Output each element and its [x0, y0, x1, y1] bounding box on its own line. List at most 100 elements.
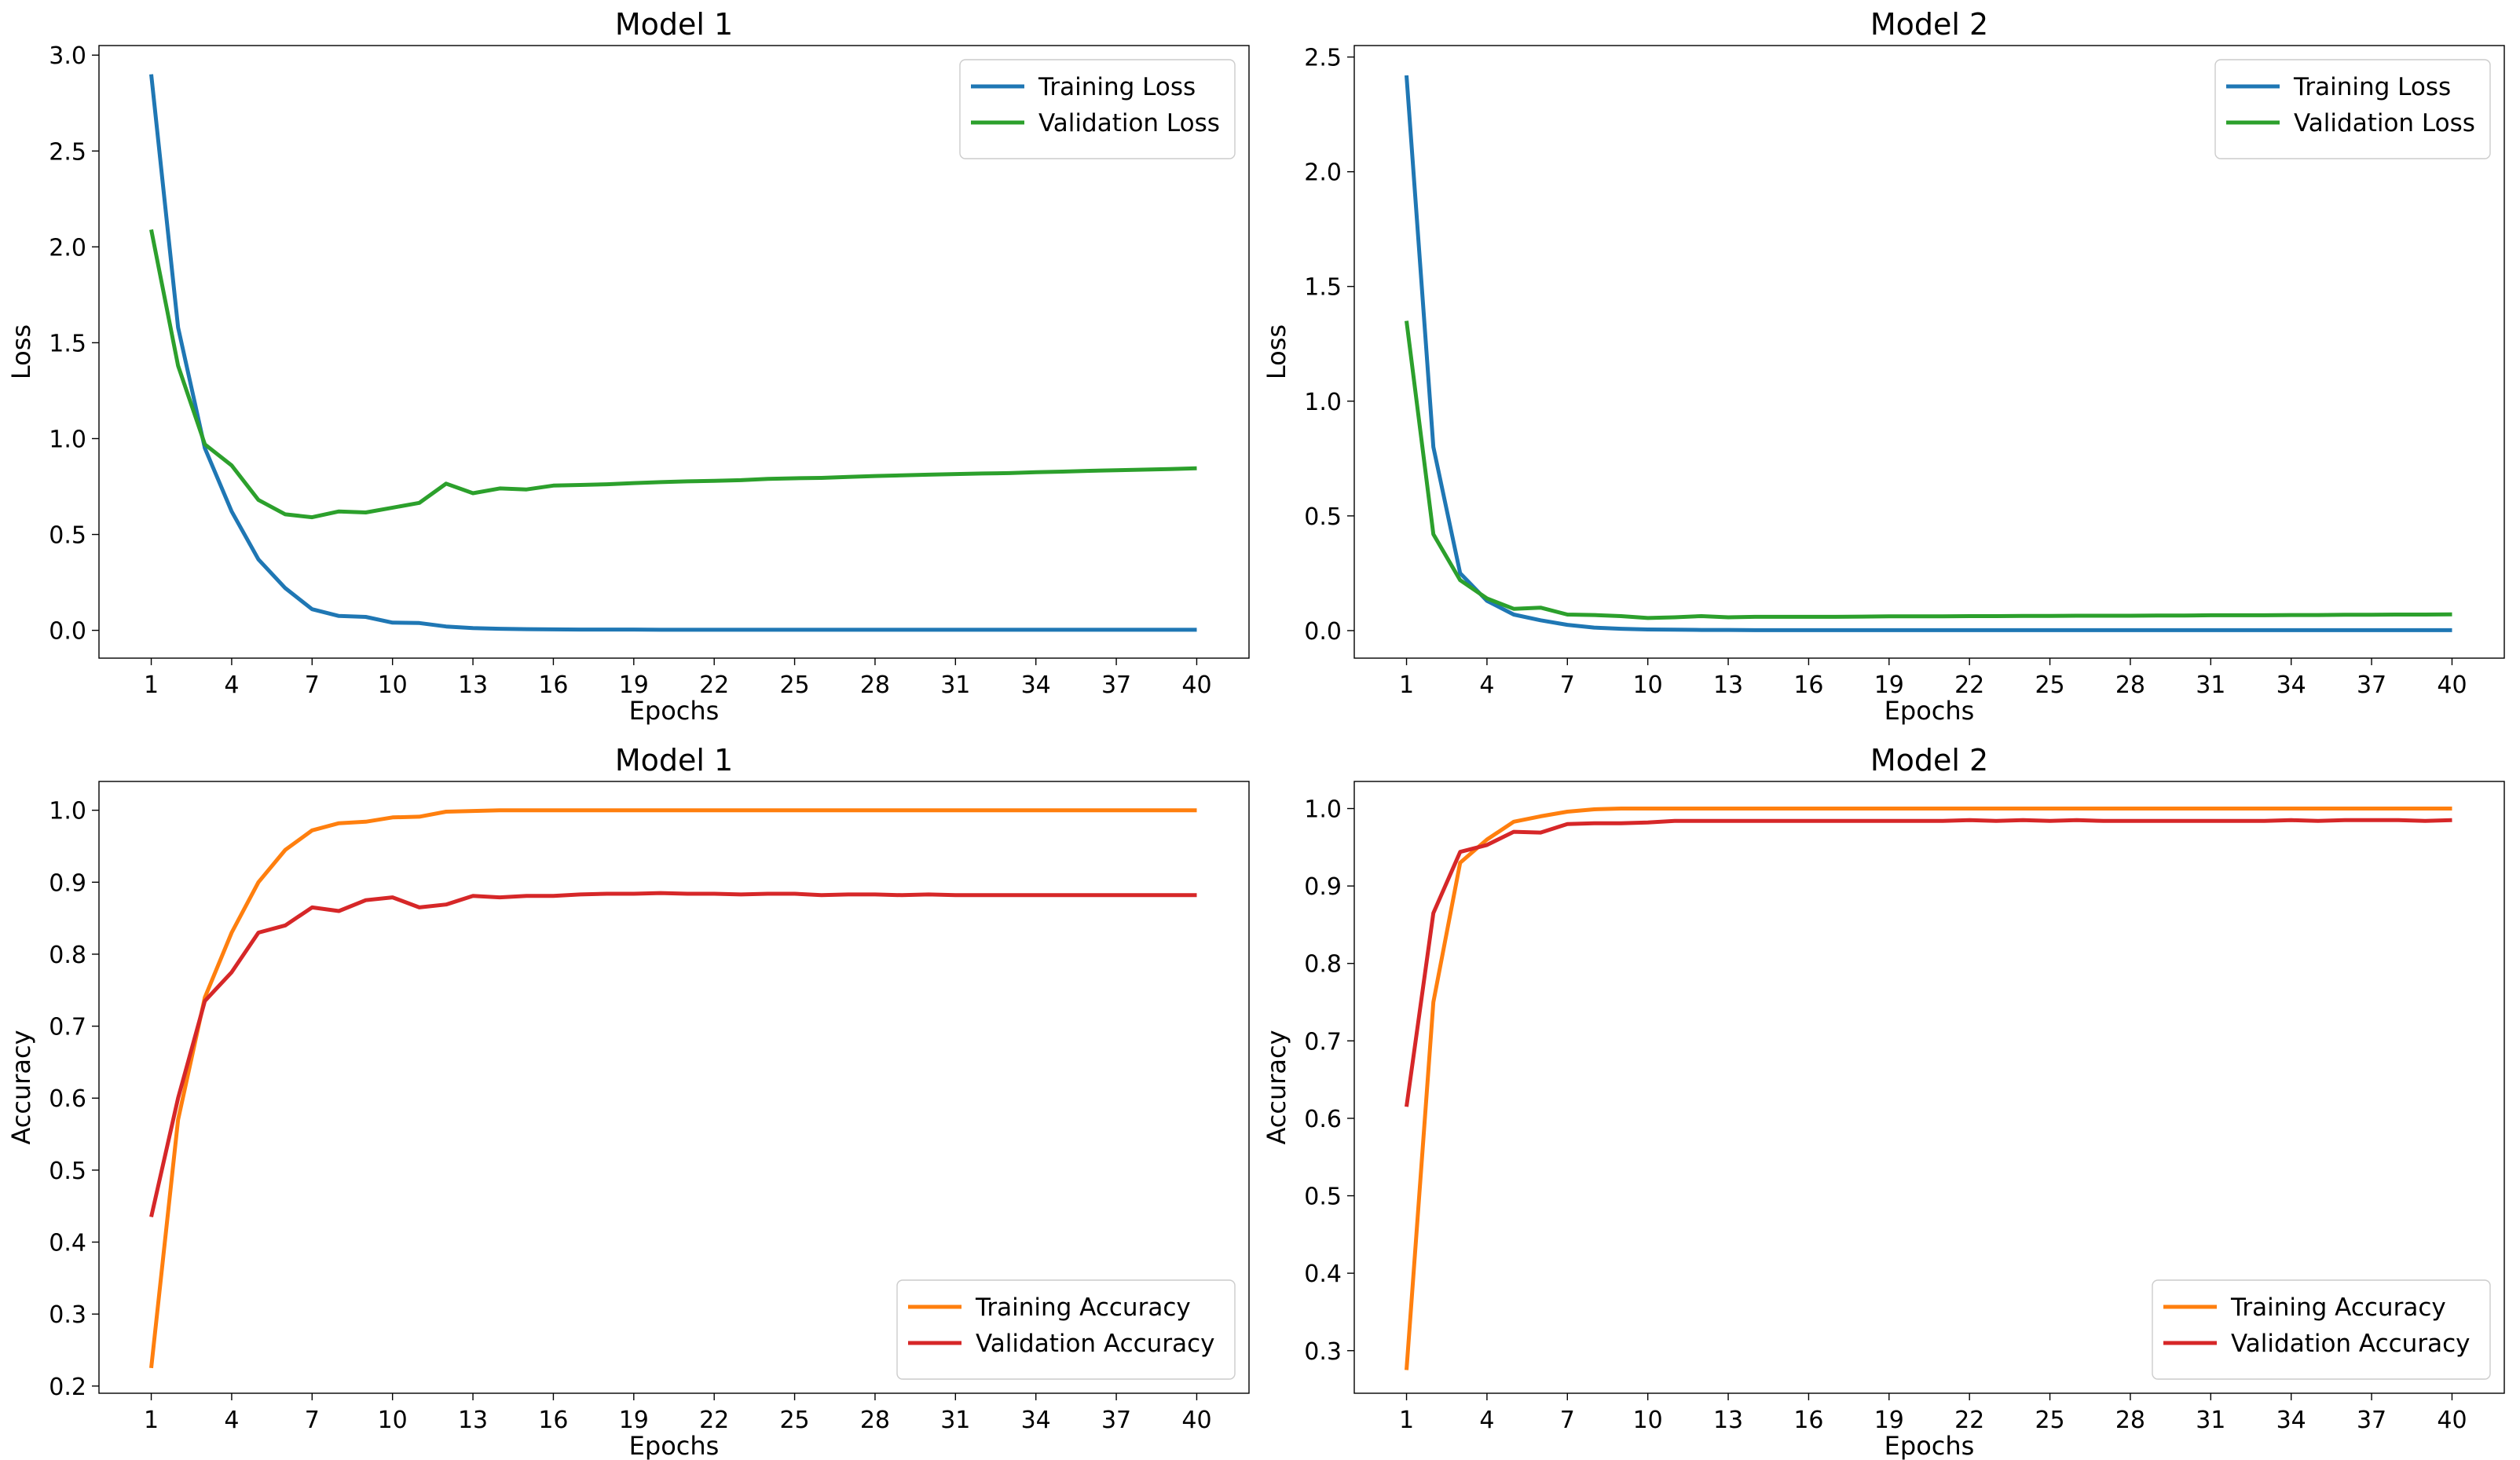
x-tick-label: 34 [2276, 1407, 2306, 1434]
x-tick-label: 10 [1633, 1407, 1663, 1434]
y-tick-label: 0.9 [49, 869, 86, 897]
x-tick-label: 1 [1399, 671, 1414, 699]
y-tick-label: 0.0 [1304, 618, 1342, 646]
x-tick-label: 1 [1399, 1407, 1414, 1434]
x-tick-label: 13 [1713, 1407, 1743, 1434]
x-tick-label: 22 [699, 1407, 729, 1434]
x-tick-label: 19 [1874, 671, 1904, 699]
y-tick-label: 0.4 [1304, 1261, 1342, 1288]
x-tick-label: 34 [2276, 671, 2306, 699]
y-axis-label: Loss [1262, 324, 1291, 379]
series-line-validation-loss [149, 229, 1197, 520]
x-tick-label: 19 [619, 671, 649, 699]
y-tick-label: 0.3 [49, 1301, 86, 1329]
y-tick-label: 0.5 [1304, 503, 1342, 531]
plot-frame [98, 781, 1250, 1394]
x-tick-label: 16 [1793, 1407, 1823, 1434]
y-tick-label: 0.6 [1304, 1106, 1342, 1133]
legend: Training Accuracy Validation Accuracy [2152, 1279, 2491, 1380]
x-axis-label: Epochs [1885, 696, 1975, 726]
x-tick-label: 37 [2357, 671, 2386, 699]
x-tick-label: 40 [1181, 671, 1211, 699]
x-tick-label: 28 [860, 1407, 890, 1434]
y-tick-label: 0.9 [1304, 873, 1342, 901]
y-tick-label: 2.0 [1304, 159, 1342, 187]
y-tick-label: 1.0 [49, 426, 86, 453]
legend-label-validation-loss: Validation Loss [2294, 109, 2475, 137]
x-tick-label: 16 [1793, 671, 1823, 699]
legend-box [2214, 59, 2491, 159]
series-line-training-loss [149, 74, 1197, 632]
x-axis-label: Epochs [629, 696, 720, 726]
x-tick-label: 16 [538, 1407, 568, 1434]
legend-label-validation-loss: Validation Loss [1038, 109, 1220, 137]
legend-label-training-loss: Training Loss [2293, 73, 2451, 101]
x-tick-label: 13 [458, 671, 488, 699]
chart-panel-2: Model 2 Epochs Loss 1 4 7 10 13 16 19 22 25 28 31 34 37… [1262, 7, 2505, 726]
x-tick-label: 37 [1101, 671, 1131, 699]
x-tick-label: 7 [305, 671, 320, 699]
x-tick-label: 1 [144, 671, 159, 699]
x-tick-label: 34 [1021, 1407, 1051, 1434]
x-tick-label: 4 [224, 671, 239, 699]
x-tick-label: 37 [1101, 1407, 1131, 1434]
x-tick-label: 7 [1560, 671, 1575, 699]
chart-title: Model 1 [615, 7, 733, 42]
x-tick-label: 22 [1954, 671, 1984, 699]
y-tick-label: 0.6 [49, 1085, 86, 1113]
chart-title: Model 1 [615, 743, 733, 778]
x-tick-label: 7 [305, 1407, 320, 1434]
x-axis-label: Epochs [629, 1431, 720, 1460]
series-line-training-accuracy [1405, 807, 2452, 1370]
y-tick-label: 0.0 [49, 618, 86, 646]
x-tick-label: 10 [1633, 671, 1663, 699]
x-tick-label: 19 [619, 1407, 649, 1434]
y-axis-label: Accuracy [6, 1030, 36, 1144]
y-tick-label: 0.4 [49, 1230, 86, 1257]
legend-box [896, 1279, 1236, 1380]
series-line-validation-accuracy [1405, 818, 2452, 1107]
y-axis-label: Loss [6, 324, 36, 379]
x-tick-label: 40 [1181, 1407, 1211, 1434]
series-line-training-loss [1405, 75, 2452, 632]
y-tick-label: 0.5 [49, 522, 86, 550]
x-tick-label: 7 [1560, 1407, 1575, 1434]
plot-frame [98, 45, 1250, 659]
y-axis-label: Accuracy [1262, 1030, 1291, 1144]
series-line-training-accuracy [149, 808, 1197, 1369]
y-tick-label: 1.0 [49, 798, 86, 825]
legend-label-validation-accuracy: Validation Accuracy [2231, 1330, 2470, 1358]
x-tick-label: 28 [2115, 671, 2145, 699]
x-tick-label: 10 [378, 671, 408, 699]
y-tick-label: 1.5 [1304, 274, 1342, 302]
y-tick-label: 1.0 [1304, 389, 1342, 416]
y-tick-label: 3.0 [49, 42, 86, 70]
legend-label-validation-accuracy: Validation Accuracy [976, 1330, 1214, 1358]
series-line-validation-loss [1405, 320, 2452, 620]
x-axis-label: Epochs [1885, 1431, 1975, 1460]
x-tick-label: 22 [699, 671, 729, 699]
x-tick-label: 25 [779, 671, 809, 699]
x-tick-label: 40 [2437, 671, 2467, 699]
legend-label-training-loss: Training Loss [1038, 73, 1196, 101]
x-tick-label: 25 [2035, 1407, 2064, 1434]
x-tick-label: 16 [538, 671, 568, 699]
y-tick-label: 2.5 [49, 138, 86, 166]
x-tick-label: 4 [1479, 1407, 1494, 1434]
x-tick-label: 22 [1954, 1407, 1984, 1434]
x-tick-label: 1 [144, 1407, 159, 1434]
x-tick-label: 28 [2115, 1407, 2145, 1434]
x-tick-label: 31 [2196, 1407, 2225, 1434]
plot-frame [1353, 45, 2505, 659]
x-tick-label: 31 [940, 671, 970, 699]
legend-label-training-accuracy: Training Accuracy [2230, 1294, 2446, 1322]
y-tick-label: 0.5 [1304, 1184, 1342, 1211]
legend-label-training-accuracy: Training Accuracy [975, 1294, 1191, 1322]
legend-box [2152, 1279, 2491, 1380]
y-tick-label: 0.7 [49, 1014, 86, 1041]
x-tick-label: 25 [2035, 671, 2064, 699]
chart-title: Model 2 [1870, 7, 1988, 42]
y-tick-label: 0.8 [49, 942, 86, 969]
x-tick-label: 19 [1874, 1407, 1904, 1434]
